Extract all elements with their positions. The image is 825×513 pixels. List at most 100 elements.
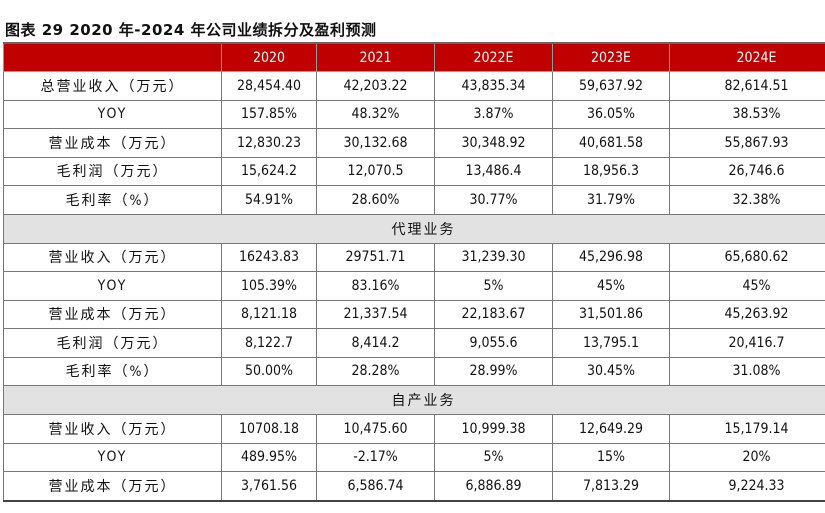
table-row: YOY 157.85% 48.32% 3.87% 36.05% 38.53% bbox=[3, 99, 825, 129]
table-cell: 3.87% bbox=[434, 99, 553, 129]
section-row: 代理业务 bbox=[3, 213, 825, 244]
table-cell: 12,830.23 bbox=[221, 128, 317, 158]
table-cell: 9,055.6 bbox=[434, 328, 553, 358]
row-label: 毛利润（万元） bbox=[3, 156, 222, 186]
table-cell: 18,956.3 bbox=[552, 156, 670, 186]
table-cell: 10,999.38 bbox=[434, 414, 553, 444]
table-cell: 50.00% bbox=[221, 356, 317, 386]
table-cell: 83.16% bbox=[316, 271, 435, 301]
table-cell: 38.53% bbox=[669, 99, 825, 129]
table-cell: 30.77% bbox=[434, 185, 553, 215]
row-label: 营业成本（万元） bbox=[3, 299, 222, 329]
column-header: 2024E bbox=[669, 42, 825, 72]
row-label: 总营业收入（万元） bbox=[3, 71, 222, 101]
table-cell: 8,414.2 bbox=[316, 328, 435, 358]
table-cell: 45% bbox=[669, 271, 825, 301]
table-cell: 65,680.62 bbox=[669, 242, 825, 272]
table-cell: 31.79% bbox=[552, 185, 670, 215]
row-label: 营业收入（万元） bbox=[3, 414, 222, 444]
table-row: 营业成本（万元） 3,761.56 6,586.74 6,886.89 7,813.29… bbox=[3, 471, 825, 501]
row-label: YOY bbox=[3, 442, 222, 472]
table-cell: 45,296.98 bbox=[552, 242, 670, 272]
table-row: 营业成本（万元） 8,121.18 21,337.54 22,183.67 31,501… bbox=[3, 299, 825, 329]
row-label: YOY bbox=[3, 271, 222, 301]
column-header: 2020 bbox=[221, 42, 317, 72]
table-cell: 45% bbox=[552, 271, 670, 301]
table-cell: 30,132.68 bbox=[316, 128, 435, 158]
table-cell: 20,416.7 bbox=[669, 328, 825, 358]
table-cell: 8,121.18 bbox=[221, 299, 317, 329]
table-cell: 28.99% bbox=[434, 356, 553, 386]
column-header: 2021 bbox=[316, 42, 435, 72]
column-header: 2022E bbox=[434, 42, 553, 72]
row-label: 毛利率（%） bbox=[3, 185, 222, 215]
table-cell: 28,454.40 bbox=[221, 71, 317, 101]
table-cell: 36.05% bbox=[552, 99, 670, 129]
table-cell: 6,886.89 bbox=[434, 471, 553, 501]
table-cell: 42,203.22 bbox=[316, 71, 435, 101]
table-cell: 30.45% bbox=[552, 356, 670, 386]
table-row: 毛利润（万元） 8,122.7 8,414.2 9,055.6 13,795.1 20,4… bbox=[3, 328, 825, 358]
table-cell: 21,337.54 bbox=[316, 299, 435, 329]
table-row: 营业成本（万元） 12,830.23 30,132.68 30,348.92 40,68… bbox=[3, 128, 825, 158]
row-label: 营业成本（万元） bbox=[3, 128, 222, 158]
table-cell: 31.08% bbox=[669, 356, 825, 386]
table-cell: 10,475.60 bbox=[316, 414, 435, 444]
table-cell: 43,835.34 bbox=[434, 71, 553, 101]
table-row: 总营业收入（万元） 28,454.40 42,203.22 43,835.34 59,6… bbox=[3, 71, 825, 101]
financial-table: 2020 2021 2022E 2023E 2024E 总营业收入（万元） 28,454.4… bbox=[3, 42, 825, 502]
table-cell: 82,614.51 bbox=[669, 71, 825, 101]
table-cell: 6,586.74 bbox=[316, 471, 435, 501]
table-cell: 26,746.6 bbox=[669, 156, 825, 186]
table-cell: 30,348.92 bbox=[434, 128, 553, 158]
table-row: 毛利率（%） 50.00% 28.28% 28.99% 30.45% 31.08% bbox=[3, 356, 825, 386]
table-row: 营业收入（万元） 16243.83 29751.71 31,239.30 45,296.… bbox=[3, 242, 825, 272]
row-label: 营业收入（万元） bbox=[3, 242, 222, 272]
table-cell: 54.91% bbox=[221, 185, 317, 215]
table-row: 营业收入（万元） 10708.18 10,475.60 10,999.38 12,649… bbox=[3, 414, 825, 444]
table-cell: 15% bbox=[552, 442, 670, 472]
table-cell: 105.39% bbox=[221, 271, 317, 301]
section-label: 自产业务 bbox=[3, 385, 825, 415]
table-cell: 5% bbox=[434, 442, 553, 472]
header-cell-empty bbox=[3, 42, 222, 72]
row-label: 毛利润（万元） bbox=[3, 328, 222, 358]
table-cell: 45,263.92 bbox=[669, 299, 825, 329]
table-cell: 32.38% bbox=[669, 185, 825, 215]
table-cell: 3,761.56 bbox=[221, 471, 317, 501]
row-label: 营业成本（万元） bbox=[3, 471, 222, 501]
table-cell: 5% bbox=[434, 271, 553, 301]
table-cell: 29751.71 bbox=[316, 242, 435, 272]
table-cell: 16243.83 bbox=[221, 242, 317, 272]
row-label: 毛利率（%） bbox=[3, 356, 222, 386]
table-cell: 10708.18 bbox=[221, 414, 317, 444]
table-cell: -2.17% bbox=[316, 442, 435, 472]
section-row: 自产业务 bbox=[3, 385, 825, 415]
table-cell: 13,795.1 bbox=[552, 328, 670, 358]
table-cell: 157.85% bbox=[221, 99, 317, 129]
table-cell: 15,624.2 bbox=[221, 156, 317, 186]
table-cell: 55,867.93 bbox=[669, 128, 825, 158]
table-row: 毛利润（万元） 15,624.2 12,070.5 13,486.4 18,956.3 2… bbox=[3, 156, 825, 186]
table-cell: 22,183.67 bbox=[434, 299, 553, 329]
table-row: YOY 105.39% 83.16% 5% 45% 45% bbox=[3, 271, 825, 301]
table-cell: 31,501.86 bbox=[552, 299, 670, 329]
table-row: 毛利率（%） 54.91% 28.60% 30.77% 31.79% 32.38% bbox=[3, 185, 825, 215]
table-cell: 48.32% bbox=[316, 99, 435, 129]
table-cell: 20% bbox=[669, 442, 825, 472]
table-cell: 28.28% bbox=[316, 356, 435, 386]
figure-title: 图表 29 2020 年-2024 年公司业绩拆分及盈利预测 bbox=[5, 21, 377, 39]
table-cell: 15,179.14 bbox=[669, 414, 825, 444]
section-label: 代理业务 bbox=[3, 213, 825, 244]
table-cell: 7,813.29 bbox=[552, 471, 670, 501]
table-cell: 489.95% bbox=[221, 442, 317, 472]
table-cell: 40,681.58 bbox=[552, 128, 670, 158]
header-row: 2020 2021 2022E 2023E 2024E bbox=[3, 42, 825, 72]
row-label: YOY bbox=[3, 99, 222, 129]
table-cell: 28.60% bbox=[316, 185, 435, 215]
table-row: YOY 489.95% -2.17% 5% 15% 20% bbox=[3, 442, 825, 472]
table-cell: 59,637.92 bbox=[552, 71, 670, 101]
table-cell: 9,224.33 bbox=[669, 471, 825, 501]
table-cell: 31,239.30 bbox=[434, 242, 553, 272]
table-cell: 13,486.4 bbox=[434, 156, 553, 186]
